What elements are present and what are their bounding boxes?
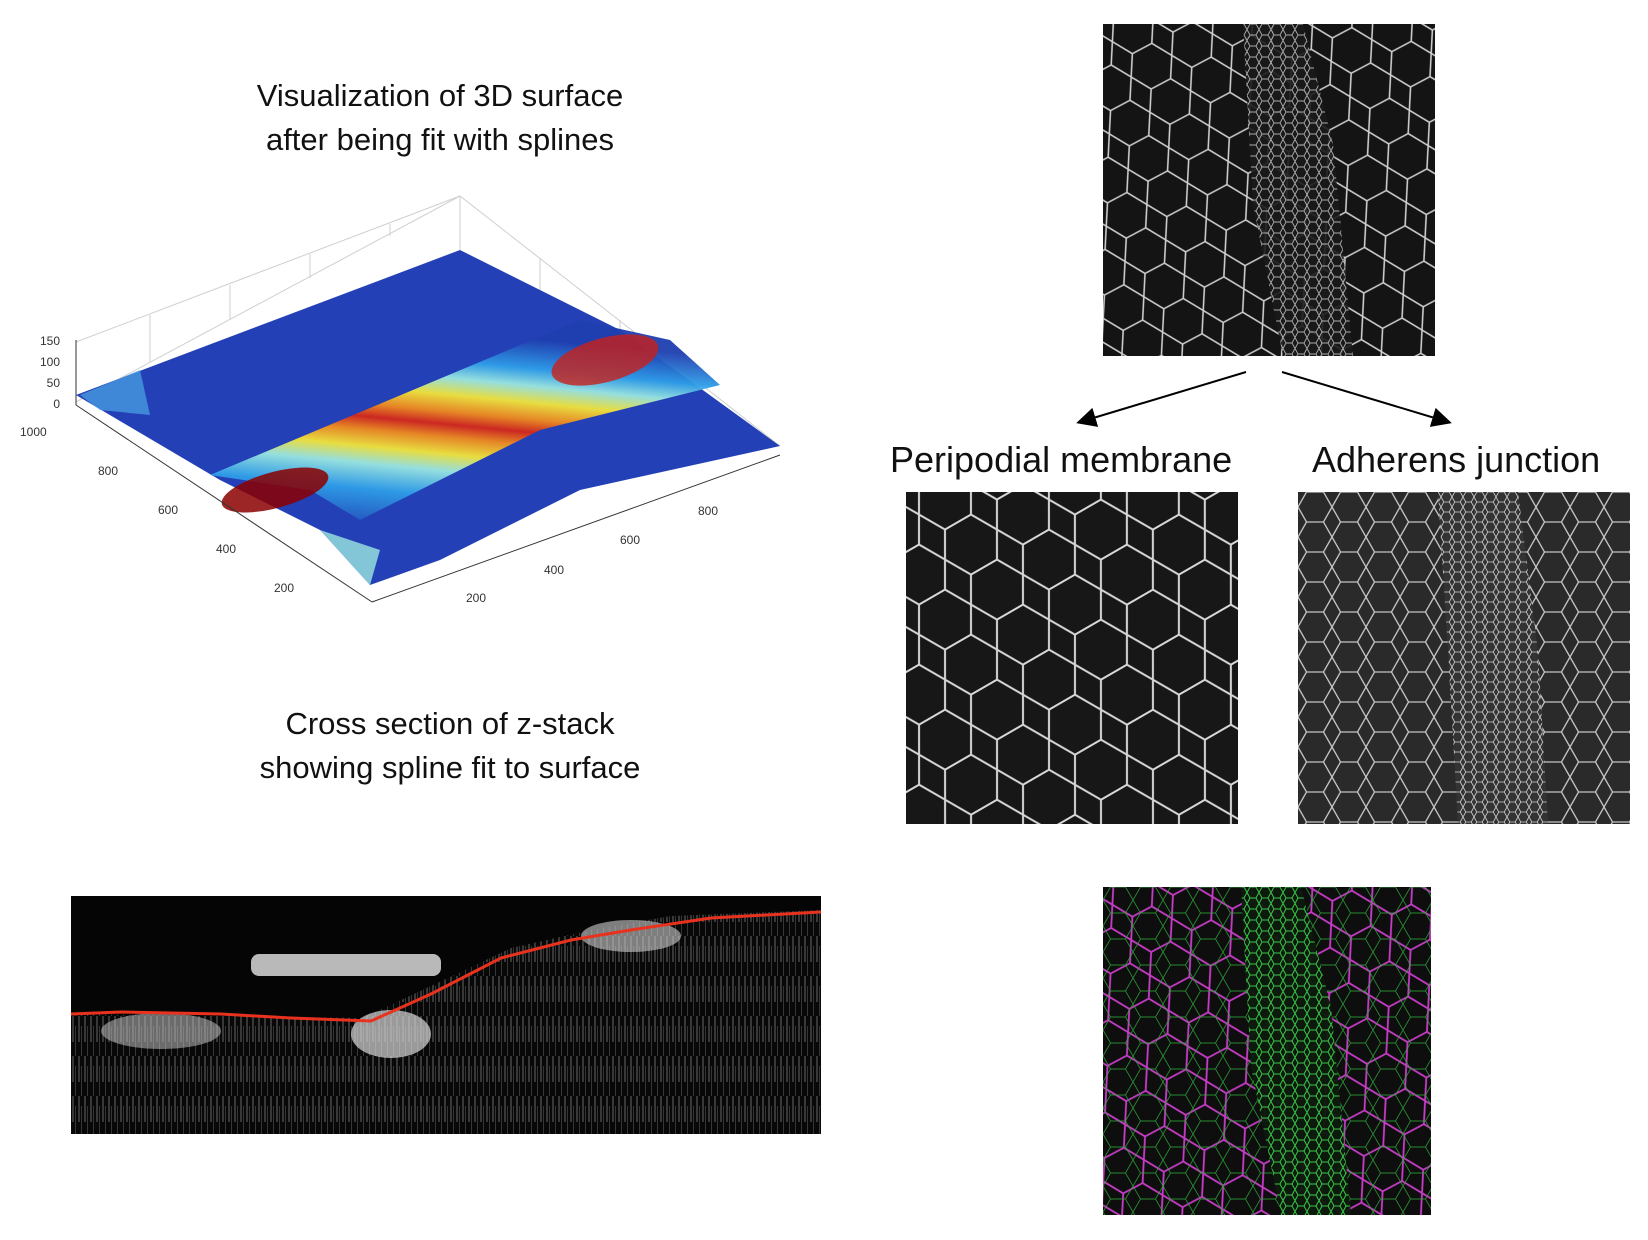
cross-section-title: Cross section of z-stack showing spline … — [190, 702, 710, 790]
split-arrows — [1076, 371, 1452, 427]
dense-band — [1438, 492, 1548, 824]
surface-light-strip — [320, 530, 380, 585]
dense-band — [1241, 887, 1351, 1215]
overlay-image — [1103, 887, 1431, 1215]
tissue-signal — [71, 910, 821, 1134]
y-tick: 400 — [216, 542, 236, 556]
surface-plot: 150 100 50 0 1000 800 600 400 200 200 40… — [20, 195, 781, 605]
bright-spot — [581, 920, 681, 952]
x-tick: 800 — [698, 504, 718, 518]
dense-band — [1243, 24, 1353, 356]
arrow-left — [1076, 371, 1247, 427]
y-tick: 1000 — [20, 425, 47, 439]
z-tick: 50 — [47, 376, 61, 390]
y-tick: 600 — [158, 503, 178, 517]
spline-line — [71, 910, 821, 1023]
surface-title: Visualization of 3D surface after being … — [190, 74, 690, 162]
surface-light-patch — [80, 370, 150, 415]
y-axis-ticks: 1000 800 600 400 200 — [20, 425, 294, 595]
y-tick: 800 — [98, 464, 118, 478]
surface-title-line2: after being fit with splines — [265, 122, 615, 157]
cross-section-image — [71, 896, 821, 1134]
z-tick: 100 — [40, 355, 60, 369]
cross-section-title-line1: Cross section of z-stack — [285, 706, 615, 741]
surface-title-line1: Visualization of 3D surface — [256, 78, 624, 113]
x-tick: 400 — [544, 563, 564, 577]
peripodial-image — [906, 492, 1238, 824]
surface-peak-near — [221, 467, 329, 513]
x-tick: 200 — [466, 591, 486, 605]
adherens-image — [1298, 492, 1630, 824]
bright-spot — [101, 1013, 221, 1049]
source-image — [1103, 24, 1435, 356]
cross-section-title-line2: showing spline fit to surface — [259, 750, 641, 785]
arrow-right — [1281, 371, 1452, 427]
adherens-label: Adherens junction — [1312, 439, 1601, 480]
bright-spot — [351, 1010, 431, 1058]
y-tick: 200 — [274, 581, 294, 595]
peripodial-label: Peripodial membrane — [890, 439, 1233, 480]
x-axis-ticks: 200 400 600 800 — [466, 504, 718, 605]
bright-fold — [251, 954, 441, 976]
surface-peak-far — [551, 334, 659, 386]
x-tick: 600 — [620, 533, 640, 547]
z-axis-ticks: 150 100 50 0 — [40, 334, 60, 411]
z-tick: 150 — [40, 334, 60, 348]
z-tick: 0 — [53, 397, 60, 411]
